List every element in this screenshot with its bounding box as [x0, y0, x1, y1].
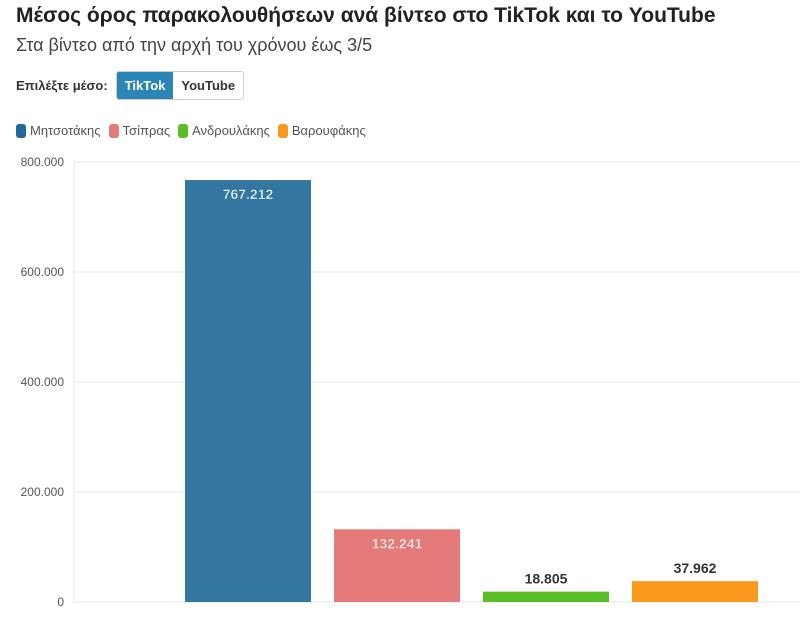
data-label: 18.805	[525, 571, 568, 587]
chart-subtitle: Στα βίντεο από την αρχή του χρόνου έως 3…	[16, 35, 373, 55]
legend: Μητσοτάκης Τσίπρας Ανδρουλάκης Βαρουφάκη…	[16, 123, 374, 138]
bar	[334, 529, 460, 602]
legend-swatch	[178, 123, 189, 138]
legend-label: Τσίπρας	[122, 123, 171, 138]
legend-item[interactable]: Μητσοτάκης	[16, 123, 101, 138]
bar	[632, 581, 758, 602]
bar	[483, 591, 609, 602]
medium-selector: Επιλέξτε μέσο: TikTok YouTube	[16, 71, 245, 100]
legend-item[interactable]: Τσίπρας	[108, 123, 171, 138]
y-tick-label: 800.000	[21, 155, 65, 169]
chart-title: Μέσος όρος παρακολουθήσεων ανά βίντεο στ…	[16, 4, 716, 27]
legend-item[interactable]: Ανδρουλάκης	[178, 123, 270, 138]
data-label: 37.962	[674, 560, 717, 576]
legend-swatch	[16, 123, 26, 138]
y-tick-label: 600.000	[21, 265, 65, 279]
y-tick-label: 200.000	[21, 485, 65, 499]
y-tick-label: 400.000	[21, 375, 65, 389]
data-label: 132.241	[372, 535, 423, 551]
tab-youtube[interactable]: YouTube	[181, 78, 236, 93]
legend-label: Βαρουφάκης	[291, 123, 366, 138]
legend-item[interactable]: Βαρουφάκης	[277, 123, 366, 138]
legend-swatch	[277, 123, 288, 138]
tab-tiktok[interactable]: TikTok	[116, 72, 174, 99]
bar	[185, 180, 311, 603]
legend-swatch	[108, 123, 119, 138]
medium-label: Επιλέξτε μέσο:	[16, 78, 108, 93]
legend-label: Ανδρουλάκης	[192, 123, 270, 138]
legend-label: Μητσοτάκης	[30, 123, 101, 138]
data-label: 767.212	[223, 186, 274, 202]
y-tick-label: 0	[57, 595, 64, 609]
